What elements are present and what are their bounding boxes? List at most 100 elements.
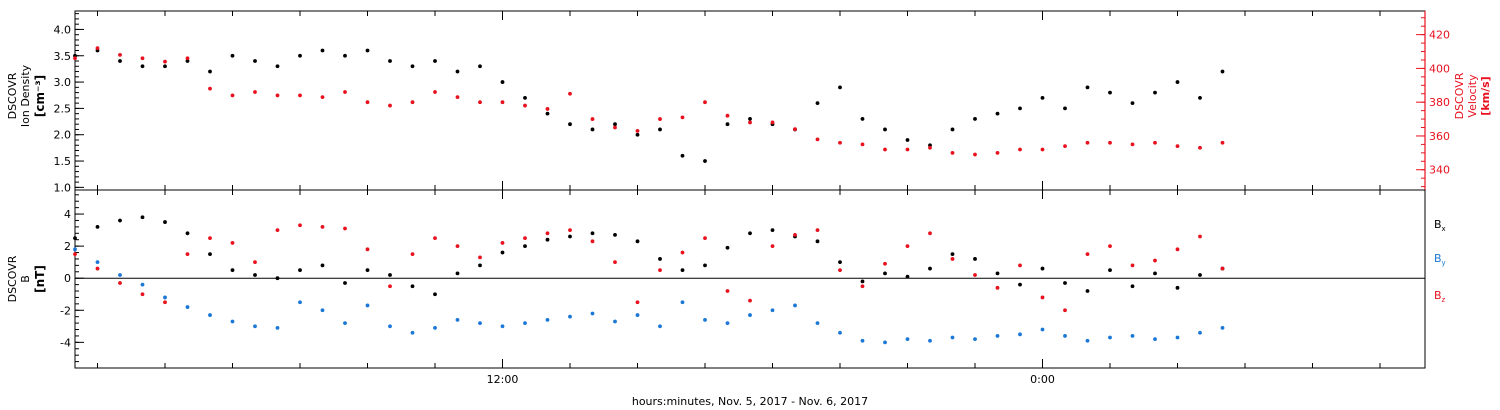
data-point-by — [1198, 330, 1202, 335]
data-point-series-0 — [1220, 69, 1225, 74]
legend-by-base: B — [1434, 252, 1442, 265]
data-point-series-0 — [703, 159, 707, 163]
data-point-bx — [1040, 266, 1045, 271]
data-point-by — [883, 340, 887, 345]
data-point-bz — [365, 247, 370, 252]
density-axis-label-line1: DSCOVR — [6, 72, 19, 119]
data-point-bx — [1198, 273, 1202, 277]
data-point-bz — [815, 228, 820, 232]
data-point-series-0 — [1063, 106, 1067, 111]
data-point-series-0 — [838, 85, 842, 90]
left-tick-label: 2.0 — [54, 129, 72, 142]
data-point-bz — [748, 298, 752, 303]
x-tick-label: 0:00 — [1030, 373, 1055, 386]
data-point-series-1 — [838, 140, 842, 145]
data-point-bx — [208, 252, 212, 257]
data-point-series-1 — [1108, 140, 1112, 145]
data-point-series-0 — [1153, 90, 1157, 95]
plasma-x-ticks — [97, 11, 1381, 190]
velocity-axis-label-line1: DSCOVR — [1453, 72, 1466, 119]
left-tick-label: 0 — [64, 272, 71, 285]
data-point-series-1 — [320, 95, 325, 100]
data-point-by — [230, 319, 235, 324]
data-point-bz — [680, 250, 685, 255]
data-point-series-0 — [1130, 101, 1135, 106]
b-field-x-ticks: 12:00 0:00 — [97, 190, 1381, 386]
data-point-series-1 — [883, 147, 887, 152]
data-point-by — [208, 313, 212, 317]
data-point-bz — [320, 224, 325, 229]
data-point-bz — [1153, 258, 1157, 263]
data-point-bz — [1108, 244, 1112, 249]
data-point-bz — [118, 281, 122, 285]
data-point-series-1 — [73, 56, 77, 61]
density-axis-unit: [cm⁻³] — [33, 75, 47, 117]
data-point-bx — [365, 268, 370, 273]
data-point-bx — [590, 231, 595, 236]
data-point-bx — [500, 250, 505, 255]
data-point-bz — [455, 244, 460, 249]
data-point-bz — [523, 236, 527, 241]
data-point-bz — [1040, 295, 1045, 300]
data-point-series-0 — [163, 64, 167, 69]
data-point-series-1 — [1175, 144, 1180, 148]
data-point-bz — [995, 285, 1000, 290]
data-point-by — [680, 300, 685, 305]
data-point-bx — [185, 231, 190, 236]
data-point-by — [590, 311, 595, 316]
data-point-series-0 — [545, 111, 550, 116]
data-point-bz — [1175, 247, 1180, 252]
data-point-series-0 — [905, 138, 910, 142]
data-point-bx — [658, 257, 662, 261]
legend-bx-base: B — [1434, 218, 1442, 231]
data-point-bz — [1198, 234, 1202, 239]
data-point-bz — [950, 257, 955, 261]
data-point-bz — [73, 252, 77, 257]
magnetic-field-panel: -4 -2 0 2 4 12:00 0:00 DSCOVR B [nT] Bx By Bz — [6, 189, 1446, 386]
data-point-bx — [523, 244, 527, 249]
data-point-series-1 — [253, 90, 257, 94]
data-point-by — [1130, 334, 1135, 338]
legend-bz-sub: z — [1442, 296, 1446, 304]
data-point-series-1 — [680, 115, 685, 120]
data-point-series-0 — [748, 117, 752, 121]
data-point-bx — [703, 263, 707, 268]
data-point-by — [73, 247, 77, 252]
data-point-series-0 — [635, 132, 640, 137]
data-point-series-0 — [658, 127, 662, 132]
data-point-by — [973, 337, 977, 342]
data-point-series-1 — [1085, 140, 1090, 145]
data-point-by — [995, 334, 1000, 338]
data-point-bx — [275, 276, 280, 281]
data-point-bx — [388, 273, 392, 277]
data-point-bz — [410, 252, 415, 257]
data-point-series-1 — [410, 100, 415, 105]
data-point-series-1 — [545, 107, 550, 111]
plasma-frame — [74, 10, 1426, 191]
data-point-by — [455, 317, 460, 322]
data-point-series-0 — [613, 122, 617, 127]
data-point-bx — [568, 234, 572, 239]
data-point-series-0 — [680, 153, 685, 158]
data-point-bx — [635, 239, 640, 244]
data-point-series-0 — [725, 122, 730, 127]
right-tick-label: 400 — [1429, 62, 1450, 75]
data-point-by — [118, 273, 122, 277]
data-point-series-1 — [118, 53, 122, 57]
data-point-series-0 — [478, 64, 482, 69]
data-point-by — [343, 321, 347, 325]
data-point-series-1 — [950, 150, 955, 155]
data-point-series-1 — [365, 100, 370, 105]
data-point-by — [635, 313, 640, 317]
data-point-bx — [950, 252, 955, 257]
right-tick-label: 360 — [1429, 130, 1450, 143]
data-point-by — [500, 324, 505, 329]
data-point-series-1 — [1040, 147, 1045, 152]
data-point-bx — [95, 224, 100, 229]
data-point-bx — [1175, 285, 1180, 290]
data-point-by — [320, 308, 325, 313]
data-point-by — [928, 338, 932, 343]
data-point-bx — [163, 220, 167, 224]
b-field-legend: Bx By Bz — [1434, 218, 1446, 304]
left-tick-label: 3.5 — [54, 50, 72, 63]
